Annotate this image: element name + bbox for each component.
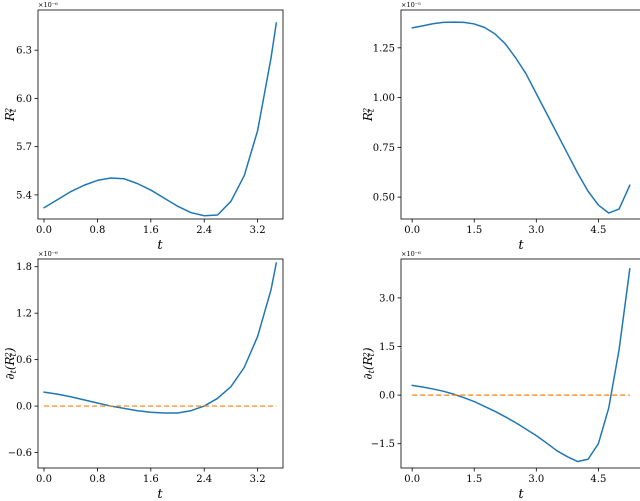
x-tick-label: 3.2	[250, 474, 266, 485]
chart-panel-bottom-left: 0.0 0.8 1.6 2.4 3.2 −0.6 0.0 0.6 1.2 1.8 ×10⁻⁶ t ∂t(…	[3, 250, 284, 501]
x-tick-label: 0.0	[36, 474, 52, 485]
y-tick-label: 1.25	[373, 43, 395, 54]
x-tick-label: 1.6	[143, 225, 159, 236]
plot-area-frame	[37, 9, 284, 220]
x-tick-label: 1.5	[466, 225, 482, 236]
y-scale-label: ×10⁻⁶	[401, 250, 421, 258]
x-tick-label: 3.2	[250, 225, 266, 236]
x-tick-label: 0.8	[89, 225, 105, 236]
y-axis-label: ∂t(Rt2)	[3, 347, 18, 379]
y-tick-label: 6.3	[16, 46, 32, 57]
plot-area-frame	[400, 9, 640, 220]
x-tick-label: 3.0	[528, 225, 544, 236]
y-tick-label: 3.0	[379, 293, 395, 304]
y-tick-label: 5.7	[16, 142, 32, 153]
chart-panel-bottom-right: 0.0 1.5 3.0 4.5 −1.5 0.0 1.5 3.0 ×10⁻⁶ t ∂t(Rt2)	[361, 250, 640, 501]
y-tick-label: 1.2	[16, 309, 32, 320]
x-axis-label: t	[518, 238, 524, 253]
x-tick-label: 0.8	[89, 474, 105, 485]
x-tick-label: 0.0	[36, 225, 52, 236]
y-tick-label: 1.8	[16, 262, 32, 273]
y-axis-label: ∂t(Rt2)	[361, 347, 376, 379]
y-tick-label: 0.0	[379, 391, 395, 402]
x-tick-label: 1.5	[466, 474, 482, 485]
y-tick-label: 0.50	[373, 193, 395, 204]
plot-area-frame	[37, 258, 284, 469]
y-tick-label: 0.75	[373, 143, 395, 154]
x-tick-label: 0.0	[404, 225, 420, 236]
x-tick-label: 2.4	[196, 474, 212, 485]
y-tick-label: 1.5	[379, 342, 395, 353]
series-line	[43, 22, 278, 217]
y-scale-label: ×10⁻⁶	[38, 1, 58, 9]
y-tick-label: 1.00	[373, 93, 395, 104]
x-tick-label: 1.6	[143, 474, 159, 485]
x-axis-label: t	[518, 487, 524, 501]
y-tick-label: 5.4	[16, 190, 32, 201]
y-axis-label: Rt2	[3, 108, 18, 122]
series-line	[43, 262, 278, 414]
x-tick-label: 4.5	[590, 474, 606, 485]
y-tick-label: 0.0	[16, 402, 32, 413]
y-scale-label: ×10⁻⁵	[401, 1, 421, 9]
y-tick-label: 6.0	[16, 94, 32, 105]
y-tick-label: −1.5	[371, 439, 395, 450]
y-tick-label: 0.6	[16, 355, 32, 366]
y-axis-label: Rt2	[361, 108, 376, 122]
x-axis-label: t	[157, 238, 163, 253]
series-line	[411, 21, 631, 214]
chart-panel-top-right: 0.0 1.5 3.0 4.5 0.50 0.75 1.00 1.25 ×10⁻⁵ t Rt2	[361, 1, 640, 253]
x-axis-label: t	[157, 487, 163, 501]
x-tick-label: 3.0	[528, 474, 544, 485]
x-tick-label: 2.4	[196, 225, 212, 236]
series-line	[411, 267, 631, 463]
y-tick-label: −0.6	[8, 448, 32, 459]
x-tick-label: 4.5	[590, 225, 606, 236]
plot-area-frame	[400, 258, 640, 469]
chart-panel-top-left: 0.0 0.8 1.6 2.4 3.2 5.4 5.7 6.0 6.3 ×10⁻⁶ t Rt2	[3, 1, 284, 253]
x-tick-label: 0.0	[404, 474, 420, 485]
y-scale-label: ×10⁻⁶	[38, 250, 58, 258]
